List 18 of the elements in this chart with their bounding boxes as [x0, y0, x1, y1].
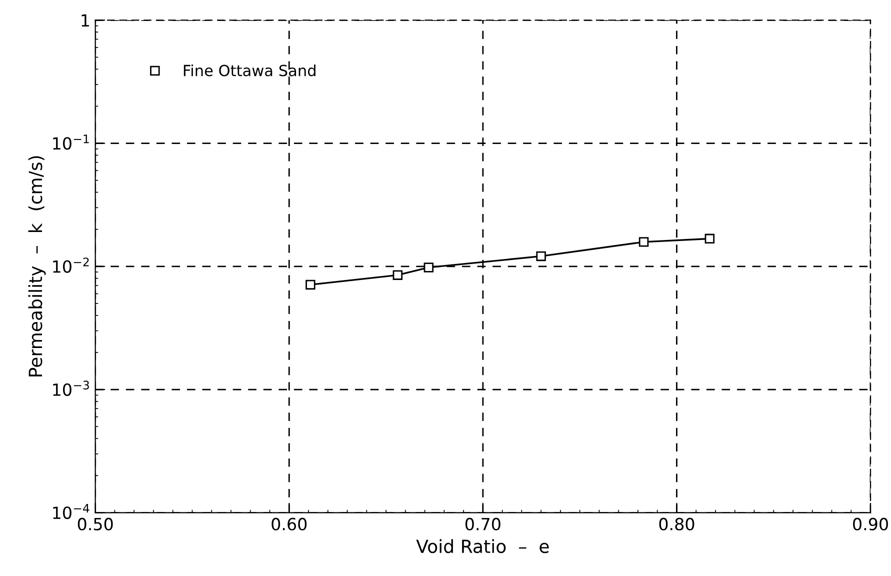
x-axis-title: Void Ratio – e — [416, 539, 549, 554]
point — [392, 270, 403, 280]
point — [638, 237, 649, 247]
x-tick-label: 0.80 — [659, 518, 694, 530]
legend-label: Fine Ottawa Sand — [184, 64, 316, 76]
x-tick-label: 0.90 — [853, 518, 888, 530]
x-tick-label: 0.70 — [465, 518, 500, 530]
point — [536, 251, 546, 262]
y-tick-label: 10$^{−2}$ — [53, 258, 89, 273]
y-axis-title: Permeability – k (cm/s) — [28, 156, 46, 376]
y-tick-label: 10$^{−3}$ — [53, 380, 89, 396]
x-tick-label: 0.50 — [78, 518, 113, 530]
point — [424, 262, 434, 272]
x-tick-label: 0.60 — [272, 518, 307, 530]
point — [704, 234, 715, 244]
y-tick-label: 1 — [82, 14, 89, 26]
y-tick-label: 10$^{−1}$ — [53, 134, 89, 150]
point — [306, 280, 316, 290]
